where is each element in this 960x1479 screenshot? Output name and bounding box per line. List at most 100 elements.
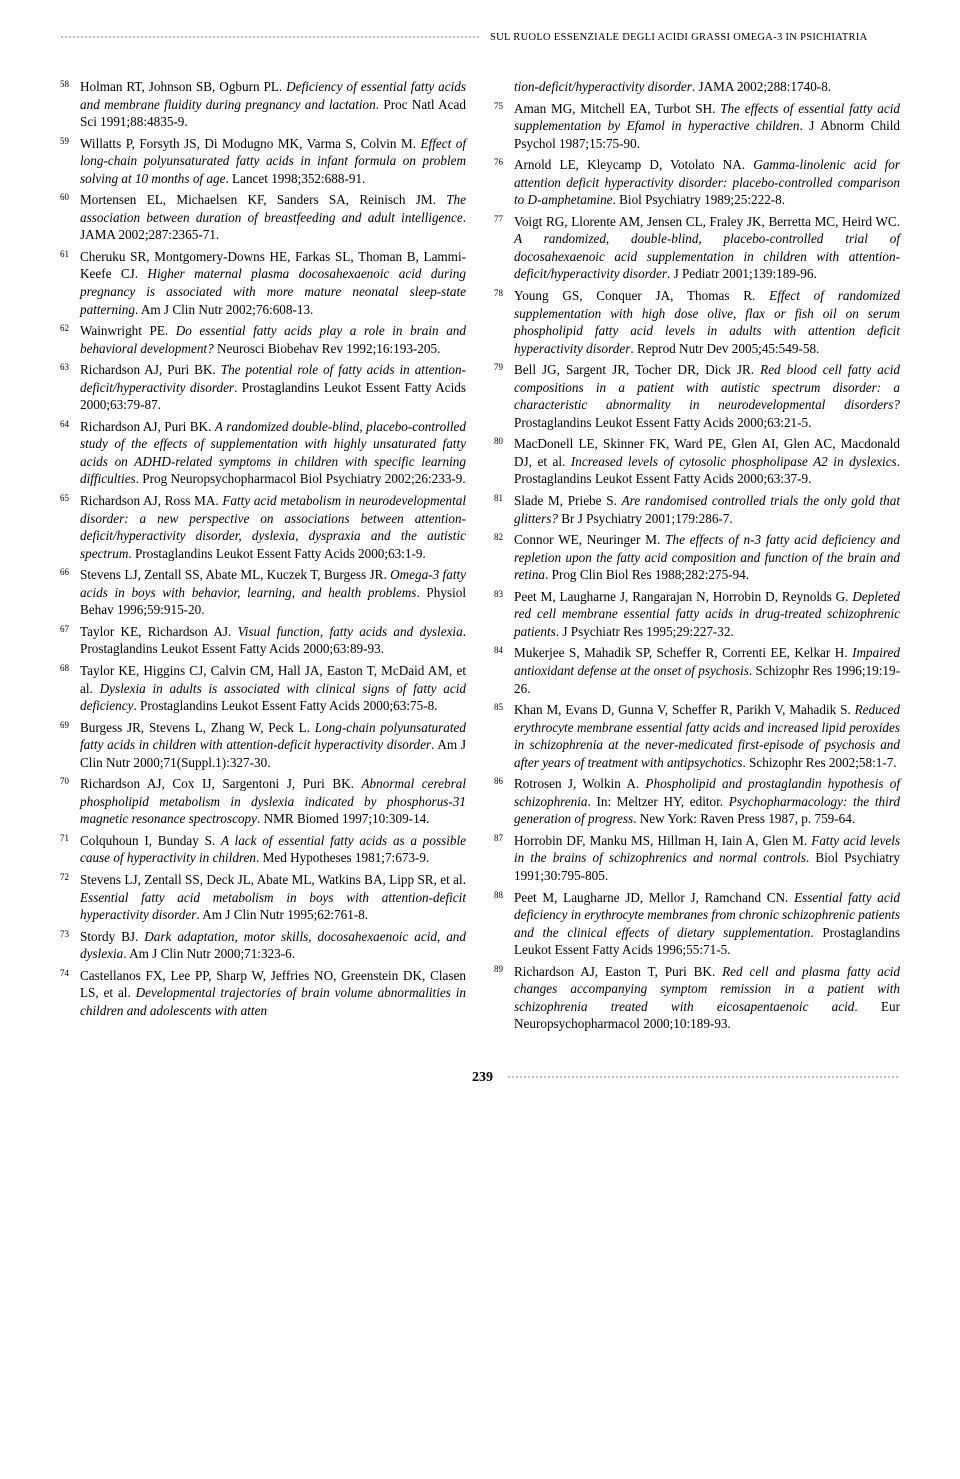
reference-number: 84 (494, 644, 514, 655)
reference-text: Castellanos FX, Lee PP, Sharp W, Jeffrie… (80, 967, 466, 1020)
reference-number: 60 (60, 191, 80, 202)
reference-text: Taylor KE, Richardson AJ. Visual functio… (80, 623, 466, 658)
reference-item: 86Rotrosen J, Wolkin A. Phospholipid and… (494, 775, 900, 828)
reference-text: Mortensen EL, Michaelsen KF, Sanders SA,… (80, 191, 466, 244)
reference-item: 77Voigt RG, Llorente AM, Jensen CL, Fral… (494, 213, 900, 283)
reference-item: 70Richardson AJ, Cox IJ, Sargentoni J, P… (60, 775, 466, 828)
reference-number: 70 (60, 775, 80, 786)
reference-text: Voigt RG, Llorente AM, Jensen CL, Fraley… (514, 213, 900, 283)
reference-number: 61 (60, 248, 80, 259)
reference-text: Aman MG, Mitchell EA, Turbot SH. The eff… (514, 100, 900, 153)
reference-item: 79Bell JG, Sargent JR, Tocher DR, Dick J… (494, 361, 900, 431)
page-header: SUL RUOLO ESSENZIALE DEGLI ACIDI GRASSI … (60, 28, 900, 46)
reference-text: Richardson AJ, Cox IJ, Sargentoni J, Pur… (80, 775, 466, 828)
reference-text: Holman RT, Johnson SB, Ogburn PL. Defici… (80, 78, 466, 131)
reference-number: 80 (494, 435, 514, 446)
reference-number: 65 (60, 492, 80, 503)
reference-number: 82 (494, 531, 514, 542)
reference-item: tion-deficit/hyperactivity disorder. JAM… (494, 78, 900, 96)
reference-text: Rotrosen J, Wolkin A. Phospholipid and p… (514, 775, 900, 828)
reference-item: 59Willatts P, Forsyth JS, Di Modugno MK,… (60, 135, 466, 188)
reference-item: 87Horrobin DF, Manku MS, Hillman H, Iain… (494, 832, 900, 885)
reference-item: 82Connor WE, Neuringer M. The effects of… (494, 531, 900, 584)
reference-text: Stevens LJ, Zentall SS, Deck JL, Abate M… (80, 871, 466, 924)
reference-item: 61Cheruku SR, Montgomery-Downs HE, Farka… (60, 248, 466, 318)
reference-number: 66 (60, 566, 80, 577)
footer-dots (507, 1075, 900, 1080)
reference-number: 74 (60, 967, 80, 978)
reference-text: Taylor KE, Higgins CJ, Calvin CM, Hall J… (80, 662, 466, 715)
reference-item: 68Taylor KE, Higgins CJ, Calvin CM, Hall… (60, 662, 466, 715)
reference-number: 64 (60, 418, 80, 429)
reference-number: 77 (494, 213, 514, 224)
reference-number: 78 (494, 287, 514, 298)
reference-number: 85 (494, 701, 514, 712)
reference-text: Bell JG, Sargent JR, Tocher DR, Dick JR.… (514, 361, 900, 431)
reference-text: Wainwright PE. Do essential fatty acids … (80, 322, 466, 357)
reference-text: Arnold LE, Kleycamp D, Votolato NA. Gamm… (514, 156, 900, 209)
reference-number: 87 (494, 832, 514, 843)
reference-text: Connor WE, Neuringer M. The effects of n… (514, 531, 900, 584)
reference-text: Mukerjee S, Mahadik SP, Scheffer R, Corr… (514, 644, 900, 697)
reference-text: Richardson AJ, Ross MA. Fatty acid metab… (80, 492, 466, 562)
reference-text: Khan M, Evans D, Gunna V, Scheffer R, Pa… (514, 701, 900, 771)
reference-item: 66Stevens LJ, Zentall SS, Abate ML, Kucz… (60, 566, 466, 619)
reference-text: Richardson AJ, Puri BK. A randomized dou… (80, 418, 466, 488)
reference-text: Young GS, Conquer JA, Thomas R. Effect o… (514, 287, 900, 357)
reference-number: 58 (60, 78, 80, 89)
reference-text: Colquhoun I, Bunday S. A lack of essenti… (80, 832, 466, 867)
reference-item: 76Arnold LE, Kleycamp D, Votolato NA. Ga… (494, 156, 900, 209)
column-left: 58Holman RT, Johnson SB, Ogburn PL. Defi… (60, 78, 466, 1037)
reference-item: 74Castellanos FX, Lee PP, Sharp W, Jeffr… (60, 967, 466, 1020)
reference-number: 63 (60, 361, 80, 372)
reference-number: 75 (494, 100, 514, 111)
reference-number: 89 (494, 963, 514, 974)
reference-text: Slade M, Priebe S. Are randomised contro… (514, 492, 900, 527)
reference-number: 59 (60, 135, 80, 146)
reference-number: 76 (494, 156, 514, 167)
reference-number: 69 (60, 719, 80, 730)
reference-text: Stordy BJ. Dark adaptation, motor skills… (80, 928, 466, 963)
reference-item: 85Khan M, Evans D, Gunna V, Scheffer R, … (494, 701, 900, 771)
reference-item: 65Richardson AJ, Ross MA. Fatty acid met… (60, 492, 466, 562)
reference-item: 80MacDonell LE, Skinner FK, Ward PE, Gle… (494, 435, 900, 488)
reference-item: 78Young GS, Conquer JA, Thomas R. Effect… (494, 287, 900, 357)
reference-item: 64Richardson AJ, Puri BK. A randomized d… (60, 418, 466, 488)
reference-item: 72Stevens LJ, Zentall SS, Deck JL, Abate… (60, 871, 466, 924)
reference-item: 71Colquhoun I, Bunday S. A lack of essen… (60, 832, 466, 867)
page-number: 239 (462, 1070, 503, 1086)
reference-text: Horrobin DF, Manku MS, Hillman H, Iain A… (514, 832, 900, 885)
reference-number: 72 (60, 871, 80, 882)
reference-number: 81 (494, 492, 514, 503)
column-right: tion-deficit/hyperactivity disorder. JAM… (494, 78, 900, 1037)
reference-item: 69Burgess JR, Stevens L, Zhang W, Peck L… (60, 719, 466, 772)
reference-item: 67Taylor KE, Richardson AJ. Visual funct… (60, 623, 466, 658)
reference-item: 75Aman MG, Mitchell EA, Turbot SH. The e… (494, 100, 900, 153)
reference-number: 83 (494, 588, 514, 599)
reference-number: 68 (60, 662, 80, 673)
reference-number: 73 (60, 928, 80, 939)
reference-number: 88 (494, 889, 514, 900)
reference-text: MacDonell LE, Skinner FK, Ward PE, Glen … (514, 435, 900, 488)
reference-text: tion-deficit/hyperactivity disorder. JAM… (514, 78, 900, 96)
header-dots (60, 35, 480, 40)
reference-item: 58Holman RT, Johnson SB, Ogburn PL. Defi… (60, 78, 466, 131)
reference-item: 81Slade M, Priebe S. Are randomised cont… (494, 492, 900, 527)
reference-item: 83Peet M, Laugharne J, Rangarajan N, Hor… (494, 588, 900, 641)
reference-number: 62 (60, 322, 80, 333)
page-footer: 239 (60, 1069, 900, 1087)
reference-number: 71 (60, 832, 80, 843)
reference-number: 79 (494, 361, 514, 372)
reference-text: Burgess JR, Stevens L, Zhang W, Peck L. … (80, 719, 466, 772)
reference-text: Richardson AJ, Puri BK. The potential ro… (80, 361, 466, 414)
reference-item: 89Richardson AJ, Easton T, Puri BK. Red … (494, 963, 900, 1033)
running-title: SUL RUOLO ESSENZIALE DEGLI ACIDI GRASSI … (480, 32, 868, 43)
reference-text: Stevens LJ, Zentall SS, Abate ML, Kuczek… (80, 566, 466, 619)
reference-number (494, 78, 514, 80)
reference-text: Peet M, Laugharne J, Rangarajan N, Horro… (514, 588, 900, 641)
reference-text: Richardson AJ, Easton T, Puri BK. Red ce… (514, 963, 900, 1033)
reference-item: 73Stordy BJ. Dark adaptation, motor skil… (60, 928, 466, 963)
reference-item: 88Peet M, Laugharne JD, Mellor J, Ramcha… (494, 889, 900, 959)
reference-columns: 58Holman RT, Johnson SB, Ogburn PL. Defi… (60, 78, 900, 1037)
reference-number: 86 (494, 775, 514, 786)
